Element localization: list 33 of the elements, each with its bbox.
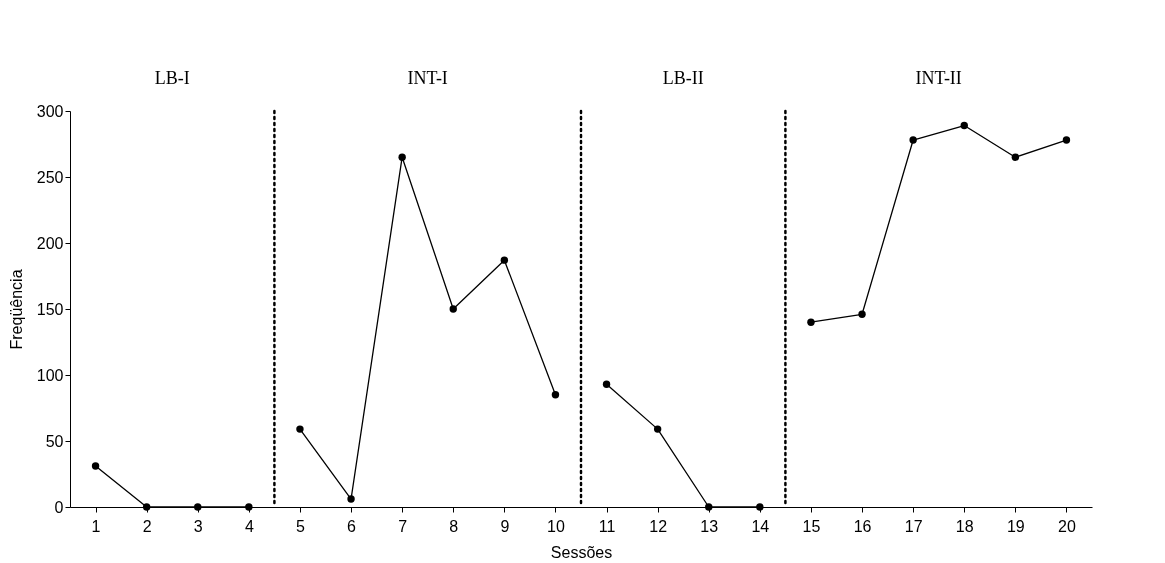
y-tick-label: 200 (36, 234, 64, 252)
text: INT-I (407, 68, 448, 88)
y-axis-title: Freqüência (7, 269, 25, 350)
x-tick-label: 6 (347, 517, 357, 535)
x-axis-title: Sessões (550, 543, 613, 561)
x-tick-label: 14 (751, 517, 770, 535)
x-tick-label: 5 (296, 517, 305, 535)
x-tick-label: 20 (1058, 517, 1076, 535)
y-tick-label: 250 (36, 168, 64, 186)
x-tick-label: 8 (449, 517, 459, 535)
x-tick-label: 1 (91, 517, 101, 535)
x-tick-label: 17 (904, 517, 923, 535)
x-tick-label: 16 (853, 517, 872, 535)
x-tick-label: 18 (955, 517, 974, 535)
text: LB-II (662, 68, 704, 88)
y-tick-label: 150 (36, 300, 64, 318)
x-tick-label: 3 (193, 517, 203, 535)
x-tick-label: 2 (142, 517, 152, 535)
y-tick-label: 0 (54, 498, 64, 516)
x-tick-label: 12 (649, 517, 668, 535)
x-tick-label: 13 (700, 517, 719, 535)
y-tick-label: 50 (45, 432, 64, 450)
x-tick-label: 15 (802, 517, 821, 535)
x-tick-label: 9 (500, 517, 510, 535)
y-tick-label: 100 (36, 366, 64, 384)
x-tick-label: 10 (547, 517, 565, 535)
y-tick-label: 300 (36, 102, 64, 120)
x-tick-label: 4 (244, 517, 254, 535)
text: LB-I (154, 68, 190, 88)
text: INT-II (915, 68, 962, 88)
x-tick-label: 11 (598, 517, 616, 535)
x-tick-label: 19 (1006, 517, 1025, 535)
x-tick-label: 7 (398, 517, 408, 535)
